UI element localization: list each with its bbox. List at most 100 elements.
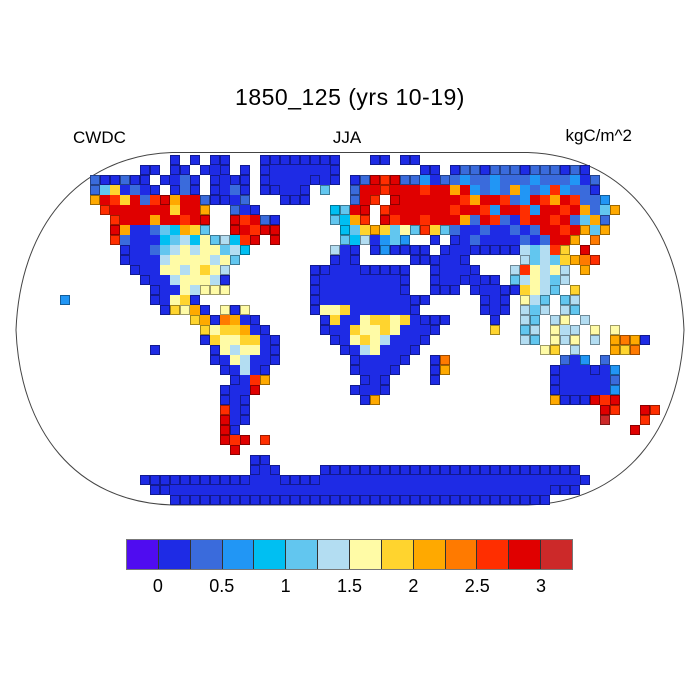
land-cell bbox=[550, 375, 560, 385]
land-cell bbox=[510, 225, 520, 235]
land-cell bbox=[600, 365, 610, 375]
land-cell bbox=[60, 295, 70, 305]
land-cell bbox=[200, 335, 210, 345]
land-cell bbox=[410, 465, 420, 475]
land-cell bbox=[190, 275, 200, 285]
land-cell bbox=[220, 355, 230, 365]
land-cell bbox=[190, 175, 200, 185]
land-cell bbox=[100, 205, 110, 215]
land-cell bbox=[480, 495, 490, 505]
land-cell bbox=[230, 385, 240, 395]
land-cell bbox=[140, 225, 150, 235]
land-cell bbox=[470, 235, 480, 245]
land-cell bbox=[620, 345, 630, 355]
land-cell bbox=[160, 305, 170, 315]
land-cell bbox=[300, 155, 310, 165]
land-cell bbox=[380, 175, 390, 185]
land-cell bbox=[340, 315, 350, 325]
land-cell bbox=[360, 315, 370, 325]
land-cell bbox=[470, 275, 480, 285]
land-cell bbox=[320, 495, 330, 505]
land-cell bbox=[470, 165, 480, 175]
land-cell bbox=[200, 205, 210, 215]
land-cell bbox=[230, 255, 240, 265]
land-cell bbox=[390, 215, 400, 225]
land-cell bbox=[220, 235, 230, 245]
land-cell bbox=[380, 355, 390, 365]
colorbar-segment bbox=[254, 540, 287, 569]
land-cell bbox=[530, 215, 540, 225]
land-cell bbox=[510, 475, 520, 485]
land-cell bbox=[240, 185, 250, 195]
land-cell bbox=[430, 315, 440, 325]
land-cell bbox=[110, 235, 120, 245]
land-cell bbox=[160, 245, 170, 255]
land-cell bbox=[250, 355, 260, 365]
land-cell bbox=[560, 305, 570, 315]
land-cell bbox=[370, 495, 380, 505]
land-cell bbox=[220, 285, 230, 295]
land-cell bbox=[570, 305, 580, 315]
land-cell bbox=[180, 185, 190, 195]
land-cell bbox=[120, 225, 130, 235]
land-cell bbox=[190, 315, 200, 325]
colorbar-segment bbox=[541, 540, 573, 569]
land-cell bbox=[490, 325, 500, 335]
land-cell bbox=[300, 485, 310, 495]
land-cell bbox=[570, 345, 580, 355]
land-cell bbox=[570, 165, 580, 175]
land-cell bbox=[550, 275, 560, 285]
land-cell bbox=[280, 175, 290, 185]
land-cell bbox=[540, 285, 550, 295]
land-cell bbox=[590, 175, 600, 185]
land-cell bbox=[250, 475, 260, 485]
land-cell bbox=[220, 335, 230, 345]
land-cell bbox=[190, 495, 200, 505]
land-cell bbox=[550, 335, 560, 345]
land-cell bbox=[550, 475, 560, 485]
land-cell bbox=[250, 215, 260, 225]
land-cell bbox=[530, 175, 540, 185]
colorbar-segment bbox=[222, 540, 255, 569]
land-cell bbox=[400, 335, 410, 345]
land-cell bbox=[480, 305, 490, 315]
land-cell bbox=[330, 165, 340, 175]
land-cell bbox=[170, 285, 180, 295]
land-cell bbox=[140, 275, 150, 285]
land-cell bbox=[510, 285, 520, 295]
land-cell bbox=[260, 435, 270, 445]
land-cell bbox=[240, 325, 250, 335]
land-cell bbox=[350, 335, 360, 345]
land-cell bbox=[570, 385, 580, 395]
land-cell bbox=[280, 475, 290, 485]
land-cell bbox=[570, 335, 580, 345]
land-cell bbox=[420, 465, 430, 475]
land-cell bbox=[170, 175, 180, 185]
land-cell bbox=[210, 475, 220, 485]
land-cell bbox=[380, 275, 390, 285]
land-cell bbox=[480, 245, 490, 255]
land-cell bbox=[250, 455, 260, 465]
land-cell bbox=[430, 485, 440, 495]
land-cell bbox=[190, 295, 200, 305]
land-cell bbox=[570, 295, 580, 305]
land-cell bbox=[540, 295, 550, 305]
land-cell bbox=[240, 345, 250, 355]
land-cell bbox=[220, 315, 230, 325]
colorbar-tick-label: 3 bbox=[536, 576, 547, 596]
land-cell bbox=[240, 475, 250, 485]
land-cell bbox=[540, 195, 550, 205]
land-cell bbox=[350, 175, 360, 185]
land-cell bbox=[580, 385, 590, 395]
land-cell bbox=[240, 195, 250, 205]
land-cell bbox=[160, 285, 170, 295]
land-cell bbox=[430, 215, 440, 225]
land-cell bbox=[600, 385, 610, 395]
land-cell bbox=[490, 245, 500, 255]
land-cell bbox=[330, 325, 340, 335]
land-cell bbox=[370, 365, 380, 375]
land-cell bbox=[390, 365, 400, 375]
land-cell bbox=[390, 195, 400, 205]
land-cell bbox=[520, 245, 530, 255]
land-cell bbox=[560, 185, 570, 195]
